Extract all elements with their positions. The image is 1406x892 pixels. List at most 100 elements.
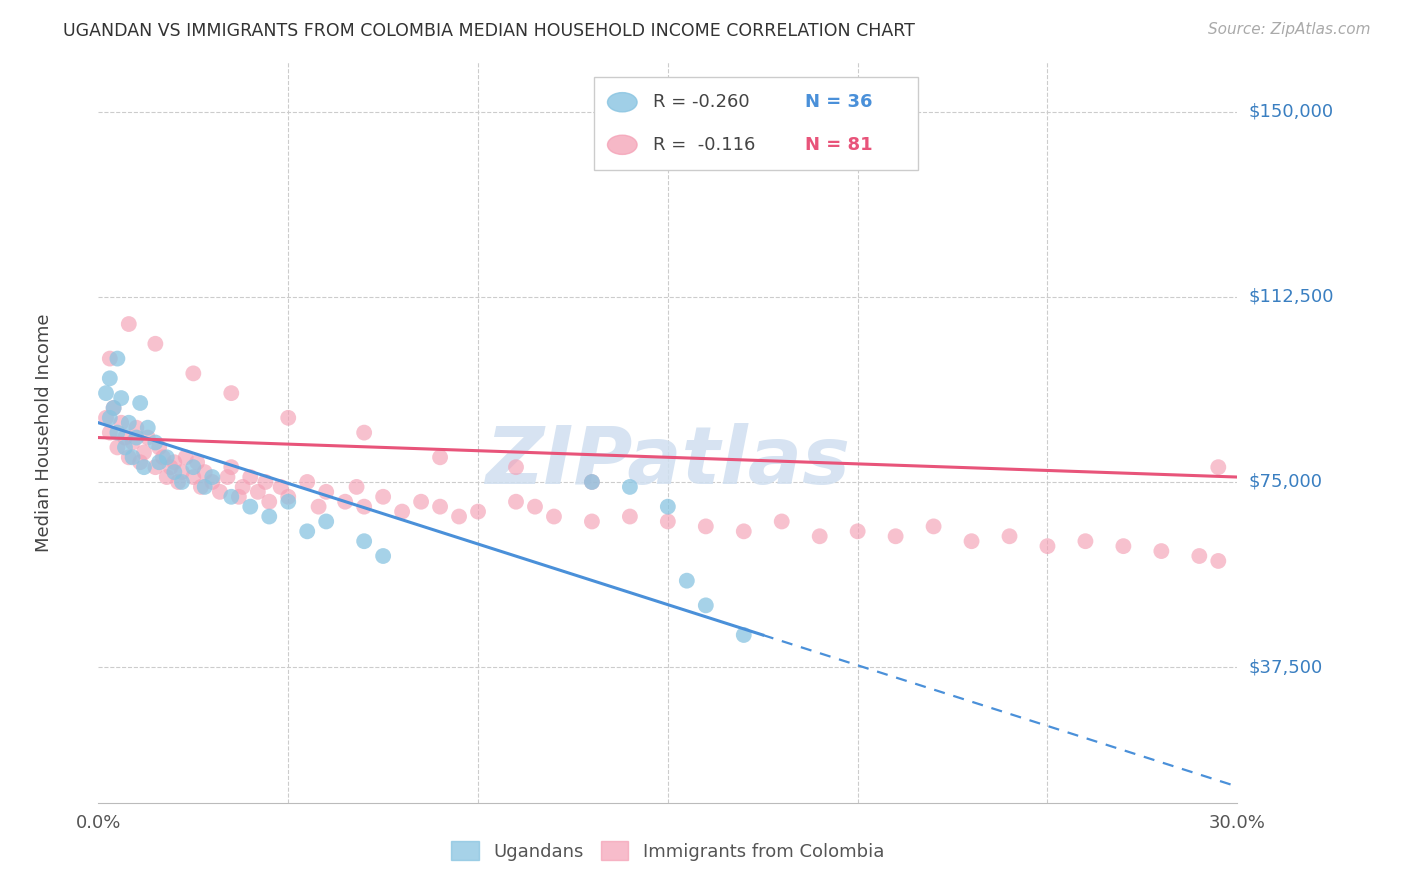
Point: [208, 484, 231, 499]
Point: [429, 450, 451, 465]
Text: R =  -0.116: R = -0.116: [652, 136, 755, 153]
Point: [505, 460, 527, 475]
Point: [103, 401, 125, 415]
Point: [132, 460, 155, 475]
Point: [505, 494, 527, 508]
Point: [194, 465, 217, 479]
Point: [136, 431, 159, 445]
Point: [170, 465, 193, 479]
Point: [183, 367, 205, 381]
Point: [998, 529, 1021, 543]
Point: [107, 351, 129, 366]
Circle shape: [607, 93, 637, 112]
Point: [129, 455, 152, 469]
Point: [371, 549, 394, 563]
Text: R = -0.260: R = -0.260: [652, 94, 749, 112]
Point: [110, 391, 132, 405]
Text: $150,000: $150,000: [1249, 103, 1333, 120]
Point: [391, 505, 413, 519]
Point: [103, 401, 125, 415]
Point: [98, 410, 121, 425]
Point: [695, 599, 717, 613]
Point: [246, 484, 269, 499]
Point: [308, 500, 330, 514]
Point: [107, 425, 129, 440]
Point: [148, 441, 170, 455]
Point: [429, 500, 451, 514]
Point: [1036, 539, 1059, 553]
Point: [186, 455, 208, 469]
Point: [411, 494, 433, 508]
Point: [581, 515, 603, 529]
Text: $75,000: $75,000: [1249, 473, 1323, 491]
Point: [110, 416, 132, 430]
Text: N = 81: N = 81: [804, 136, 872, 153]
Point: [221, 386, 243, 401]
Point: [353, 425, 375, 440]
Point: [297, 524, 319, 539]
Point: [114, 441, 136, 455]
Point: [94, 386, 117, 401]
Point: [221, 490, 243, 504]
Point: [1208, 460, 1230, 475]
Point: [353, 500, 375, 514]
Point: [335, 494, 357, 508]
Point: [107, 441, 129, 455]
Point: [922, 519, 945, 533]
Point: [1150, 544, 1173, 558]
Point: [1112, 539, 1135, 553]
Point: [676, 574, 699, 588]
Text: $112,500: $112,500: [1249, 288, 1334, 306]
Point: [1074, 534, 1097, 549]
Point: [159, 460, 181, 475]
Point: [581, 475, 603, 489]
Point: [619, 509, 641, 524]
Point: [1188, 549, 1211, 563]
Point: [163, 465, 186, 479]
Point: [1208, 554, 1230, 568]
Point: [152, 450, 174, 465]
Point: [118, 450, 141, 465]
Point: [619, 480, 641, 494]
Point: [121, 450, 143, 465]
Point: [232, 480, 254, 494]
Point: [163, 455, 186, 469]
Point: [657, 515, 679, 529]
Point: [145, 435, 167, 450]
Point: [449, 509, 471, 524]
Point: [259, 494, 281, 508]
Text: Median Household Income: Median Household Income: [35, 313, 53, 552]
Point: [132, 445, 155, 459]
Point: [121, 435, 143, 450]
Point: [808, 529, 831, 543]
Text: Source: ZipAtlas.com: Source: ZipAtlas.com: [1208, 22, 1371, 37]
Text: $37,500: $37,500: [1249, 658, 1323, 676]
Point: [277, 410, 299, 425]
Point: [156, 470, 179, 484]
Point: [174, 450, 197, 465]
Point: [125, 420, 148, 434]
Point: [118, 416, 141, 430]
Point: [270, 480, 292, 494]
Point: [581, 475, 603, 489]
Text: ZIPatlas: ZIPatlas: [485, 423, 851, 501]
Point: [145, 336, 167, 351]
Point: [201, 470, 224, 484]
Point: [125, 431, 148, 445]
Point: [467, 505, 489, 519]
Point: [371, 490, 394, 504]
Point: [733, 524, 755, 539]
Point: [129, 396, 152, 410]
Point: [98, 371, 121, 385]
Point: [239, 470, 262, 484]
Point: [524, 500, 547, 514]
Point: [695, 519, 717, 533]
Point: [217, 470, 239, 484]
Point: [167, 475, 190, 489]
Point: [259, 509, 281, 524]
Point: [194, 480, 217, 494]
Point: [960, 534, 983, 549]
FancyBboxPatch shape: [593, 78, 918, 169]
Point: [254, 475, 277, 489]
Point: [884, 529, 907, 543]
